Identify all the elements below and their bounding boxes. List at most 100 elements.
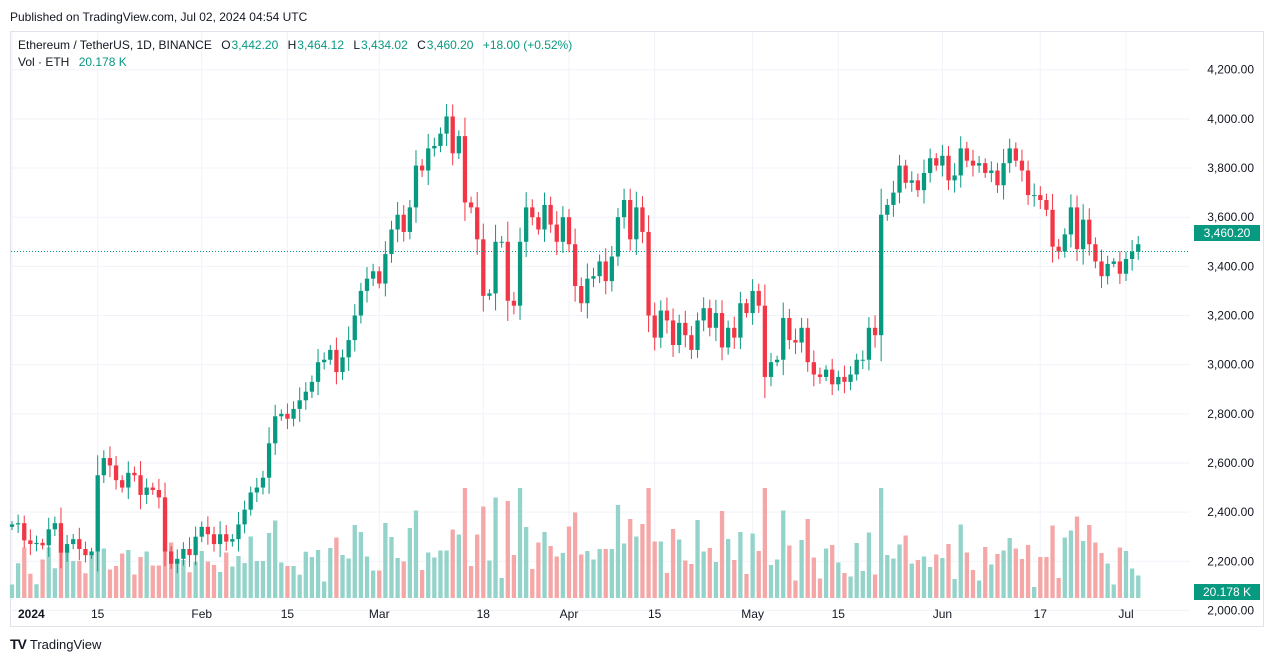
volume-bar bbox=[169, 542, 174, 598]
candle bbox=[377, 266, 382, 289]
candle bbox=[1007, 138, 1012, 173]
candle bbox=[28, 529, 33, 556]
tradingview-logo-icon: TV bbox=[10, 636, 27, 652]
volume-bar bbox=[89, 553, 94, 598]
candle bbox=[848, 366, 853, 391]
volume-bar bbox=[52, 568, 57, 598]
volume-bar bbox=[511, 555, 517, 598]
volume-bar bbox=[377, 570, 382, 598]
volume-bar bbox=[242, 563, 247, 598]
x-tick-label: 15 bbox=[832, 607, 846, 621]
candle bbox=[732, 316, 737, 349]
volume-bar bbox=[71, 561, 76, 598]
candle bbox=[762, 284, 768, 399]
volume-bar bbox=[940, 558, 945, 598]
candle bbox=[823, 365, 829, 382]
open-label: O bbox=[221, 38, 231, 52]
candle bbox=[634, 191, 639, 256]
volume-bar bbox=[848, 576, 853, 598]
candle bbox=[677, 314, 682, 354]
volume-bar bbox=[915, 560, 921, 598]
candle bbox=[658, 300, 663, 348]
candle bbox=[750, 279, 755, 325]
candle bbox=[976, 155, 982, 173]
symbol-title[interactable]: Ethereum / TetherUS, 1D, BINANCE bbox=[18, 38, 212, 52]
candle bbox=[346, 326, 351, 371]
candle bbox=[505, 221, 510, 321]
volume-bar bbox=[1087, 525, 1092, 598]
volume-bar bbox=[952, 579, 957, 598]
volume-bar bbox=[609, 549, 614, 598]
candle bbox=[95, 455, 100, 572]
volume-bar bbox=[909, 563, 914, 598]
candle bbox=[1093, 237, 1098, 269]
volume-bar bbox=[652, 541, 657, 598]
candle bbox=[774, 355, 780, 367]
volume-label[interactable]: Vol · ETH bbox=[18, 55, 70, 69]
volume-bar bbox=[346, 558, 351, 598]
volume-bar bbox=[1007, 538, 1012, 598]
candle bbox=[138, 460, 143, 510]
candle bbox=[468, 196, 474, 214]
candle bbox=[64, 534, 70, 562]
volume-bar bbox=[615, 505, 621, 598]
candle bbox=[940, 144, 945, 177]
chart-frame bbox=[10, 31, 1264, 627]
candle bbox=[438, 127, 443, 153]
candle bbox=[689, 326, 694, 360]
candle bbox=[132, 466, 137, 482]
candle bbox=[970, 149, 976, 177]
y-tick-label: 3,600.00 bbox=[1207, 210, 1254, 224]
volume-bar bbox=[597, 549, 602, 598]
volume-bar bbox=[475, 534, 480, 598]
candle bbox=[1032, 183, 1037, 207]
volume-bar bbox=[156, 565, 162, 598]
volume-bar bbox=[248, 536, 253, 598]
candle bbox=[572, 228, 578, 302]
volume-bar bbox=[524, 527, 529, 598]
candle bbox=[9, 521, 15, 531]
y-tick-label: 4,200.00 bbox=[1207, 63, 1254, 77]
candle bbox=[291, 401, 296, 427]
volume-bar bbox=[187, 572, 192, 598]
volume-bar bbox=[9, 584, 15, 598]
candle bbox=[334, 337, 339, 385]
volume-bar bbox=[1032, 587, 1037, 598]
x-tick-label: 15 bbox=[648, 607, 662, 621]
volume-bar bbox=[1123, 551, 1129, 598]
volume-bar bbox=[505, 501, 510, 598]
candle bbox=[915, 173, 921, 197]
volume-bar bbox=[83, 573, 88, 598]
volume-bar bbox=[866, 532, 872, 598]
tradingview-brand[interactable]: TV TradingView bbox=[10, 636, 101, 652]
volume-bar bbox=[1062, 537, 1067, 598]
candle bbox=[285, 403, 290, 430]
volume-bar bbox=[548, 546, 553, 598]
candle bbox=[1111, 258, 1116, 268]
volume-bar bbox=[1117, 547, 1123, 598]
candle bbox=[946, 146, 951, 191]
candle bbox=[499, 235, 504, 248]
candle bbox=[744, 298, 749, 318]
candle bbox=[242, 500, 247, 534]
volume-bar bbox=[995, 554, 1000, 598]
change-value: +18.00 (+0.52%) bbox=[482, 38, 573, 52]
candle bbox=[591, 267, 596, 288]
candle bbox=[370, 263, 376, 287]
volume-bar bbox=[542, 532, 547, 598]
volume-bar bbox=[1013, 548, 1018, 598]
candle bbox=[230, 534, 235, 547]
candle bbox=[695, 312, 700, 358]
candle bbox=[836, 370, 841, 391]
candle bbox=[983, 158, 988, 178]
volume-bar bbox=[958, 524, 963, 598]
volume-bar bbox=[658, 541, 663, 598]
candle bbox=[879, 188, 884, 362]
volume-bar bbox=[817, 578, 823, 598]
volume-bar bbox=[579, 554, 584, 598]
candle bbox=[1068, 194, 1074, 248]
volume-bar bbox=[370, 570, 376, 598]
volume-bar bbox=[964, 552, 969, 598]
volume-bar bbox=[340, 555, 345, 598]
